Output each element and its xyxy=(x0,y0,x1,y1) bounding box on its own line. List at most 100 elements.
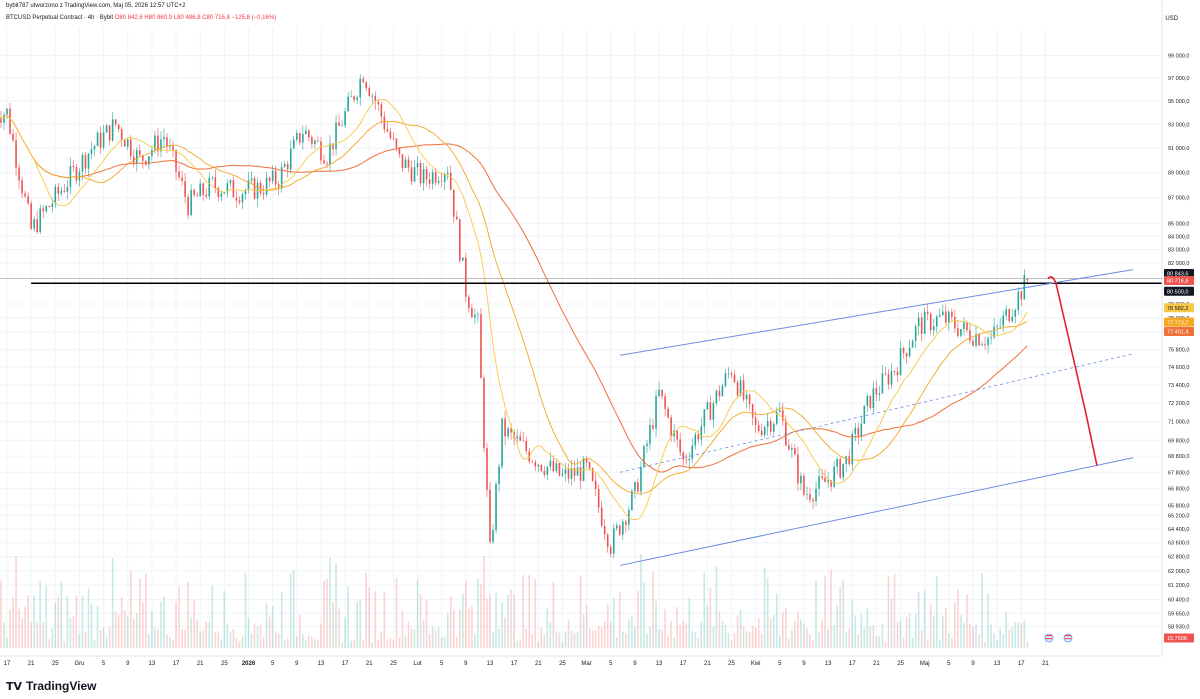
volume-bar xyxy=(552,581,555,648)
volume-bar xyxy=(99,630,102,648)
candle-body xyxy=(314,140,316,144)
volume-bar xyxy=(299,615,301,648)
volume-bar xyxy=(772,614,775,648)
volume-bar xyxy=(712,627,715,648)
volume-bar xyxy=(908,614,911,648)
volume-bar xyxy=(102,627,105,648)
candle-body xyxy=(262,193,265,195)
projection-path xyxy=(1047,276,1098,466)
candle-body xyxy=(851,433,854,465)
candle-body xyxy=(108,125,111,141)
volume-bar xyxy=(893,574,896,648)
candle-body xyxy=(398,147,401,155)
volume-bar xyxy=(335,563,337,648)
volume-bar xyxy=(966,594,968,648)
candle-body xyxy=(247,180,250,191)
volume-bar xyxy=(317,640,319,648)
volume-bar xyxy=(280,592,283,648)
candle-body xyxy=(703,409,706,427)
volume-bar xyxy=(145,573,147,648)
candle-body xyxy=(634,482,636,491)
volume-bar xyxy=(129,570,132,648)
volume-bar xyxy=(531,634,534,648)
volume-bar xyxy=(211,584,214,648)
volume-bar xyxy=(123,609,126,648)
candle-body xyxy=(132,156,135,164)
candle-body xyxy=(292,139,295,149)
volume-bar xyxy=(594,630,597,648)
channel-upper-line xyxy=(619,269,1134,356)
candle-body xyxy=(483,378,485,449)
candle-body xyxy=(561,473,564,476)
volume-bar xyxy=(899,620,902,648)
candle-body xyxy=(1026,278,1029,281)
volume-bar xyxy=(945,607,947,648)
volume-bar xyxy=(96,605,99,648)
price-tick-label: 95 000,0 xyxy=(1168,99,1189,105)
volume-bar xyxy=(347,586,349,648)
candle-body xyxy=(1020,291,1023,300)
volume-bar xyxy=(392,639,395,648)
volume-bar xyxy=(842,580,844,648)
candle-body xyxy=(649,424,651,444)
time-tick-label: 5 xyxy=(778,661,782,667)
candle-body xyxy=(733,374,736,383)
volume-bar xyxy=(455,637,458,648)
candle-body xyxy=(697,434,700,440)
volume-bar xyxy=(374,591,377,648)
price-axis[interactable]: 99 000,0 97 000,0 95 000,0 93 000,0 91 000,0… xyxy=(1161,0,1194,656)
candle-body xyxy=(371,95,374,97)
candle-body xyxy=(471,308,473,318)
volume-bar xyxy=(875,636,878,648)
volume-bar xyxy=(748,631,751,648)
candle-body xyxy=(785,420,787,446)
price-tick-label: 82 000,0 xyxy=(1168,261,1189,267)
candle-body xyxy=(226,183,229,193)
candle-body xyxy=(244,190,247,195)
candle-body xyxy=(250,178,253,181)
volume-bar xyxy=(486,598,488,648)
volume-bar xyxy=(57,597,60,648)
volume-bar xyxy=(87,588,90,648)
volume-bar xyxy=(987,593,989,648)
candle-body xyxy=(715,390,718,404)
candle-body xyxy=(688,458,691,461)
volume-bar xyxy=(142,602,144,648)
volume-bar xyxy=(969,623,971,648)
volume-bar xyxy=(576,632,579,648)
candle-body xyxy=(172,146,174,150)
volume-bar xyxy=(341,642,343,648)
time-tick-label: Kwi xyxy=(751,661,761,667)
volume-bar xyxy=(800,619,802,648)
candle-body xyxy=(277,184,280,189)
symbol-title[interactable]: BTCUSD Perpetual Contract · 4h · Bybit xyxy=(6,15,114,21)
volume-bar xyxy=(540,627,543,648)
volume-bar xyxy=(449,596,452,648)
volume-bar xyxy=(860,614,863,648)
volume-bar xyxy=(951,637,953,648)
time-tick-label: 17 xyxy=(680,661,687,667)
candle-body xyxy=(299,133,301,143)
candle-body xyxy=(305,130,307,134)
candle-body xyxy=(302,133,304,143)
candle-body xyxy=(782,410,784,421)
candle-body xyxy=(199,183,201,197)
candle-body xyxy=(229,180,232,184)
candle-body xyxy=(652,424,654,429)
candle-body xyxy=(63,190,66,192)
volume-bar xyxy=(190,616,192,648)
volume-bar xyxy=(33,595,35,648)
time-tick-label: 21 xyxy=(1042,661,1049,667)
volume-bar xyxy=(769,618,772,648)
volume-bar xyxy=(788,638,790,648)
volume-bar xyxy=(990,624,992,648)
candle-body xyxy=(6,108,8,115)
candle-body xyxy=(902,347,905,354)
volume-bar xyxy=(670,620,672,648)
volume-bar xyxy=(887,575,890,648)
time-axis[interactable]: 17 21 25 Gru 5 9 13 17 21 25 2026 5 9 13 17 21 25 Lut 5 9 13… xyxy=(0,655,1162,667)
candle-body xyxy=(434,172,437,183)
author-line: bybit787 utworzono z TradingView.com, Ma… xyxy=(6,3,186,9)
candle-body xyxy=(359,78,361,98)
